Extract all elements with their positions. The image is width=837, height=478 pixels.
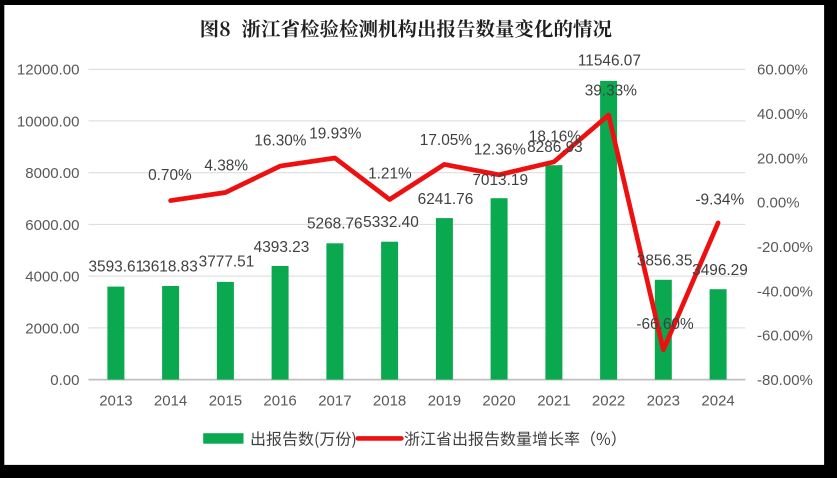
svg-text:4.38%: 4.38% bbox=[204, 158, 248, 175]
svg-text:5268.76: 5268.76 bbox=[307, 215, 363, 232]
svg-text:10000.00: 10000.00 bbox=[17, 113, 80, 130]
svg-text:0.70%: 0.70% bbox=[148, 167, 192, 184]
svg-text:2014: 2014 bbox=[154, 392, 187, 409]
svg-text:20.00%: 20.00% bbox=[757, 150, 808, 167]
svg-text:2017: 2017 bbox=[318, 392, 351, 409]
svg-text:60.00%: 60.00% bbox=[757, 62, 808, 79]
svg-text:8286.93: 8286.93 bbox=[527, 139, 583, 156]
svg-text:1.21%: 1.21% bbox=[368, 166, 412, 183]
svg-text:3777.51: 3777.51 bbox=[199, 253, 255, 270]
svg-text:6241.76: 6241.76 bbox=[418, 191, 474, 208]
svg-text:-80.00%: -80.00% bbox=[757, 372, 813, 389]
svg-text:40.00%: 40.00% bbox=[757, 106, 808, 123]
svg-text:4393.23: 4393.23 bbox=[254, 239, 310, 256]
svg-text:2024: 2024 bbox=[701, 392, 734, 409]
svg-text:6000.00: 6000.00 bbox=[25, 217, 79, 234]
svg-text:4000.00: 4000.00 bbox=[25, 269, 79, 286]
svg-text:7013.19: 7013.19 bbox=[472, 172, 528, 189]
svg-text:17.05%: 17.05% bbox=[420, 132, 473, 149]
svg-text:0.00: 0.00 bbox=[50, 372, 79, 389]
svg-text:-40.00%: -40.00% bbox=[757, 283, 813, 300]
svg-text:2019: 2019 bbox=[428, 392, 461, 409]
svg-text:-9.34%: -9.34% bbox=[695, 192, 744, 209]
svg-text:3593.61: 3593.61 bbox=[88, 258, 144, 275]
svg-text:-66.60%: -66.60% bbox=[636, 316, 694, 333]
svg-text:12.36%: 12.36% bbox=[474, 142, 527, 159]
svg-text:2016: 2016 bbox=[263, 392, 296, 409]
svg-text:2023: 2023 bbox=[647, 392, 680, 409]
svg-text:19.93%: 19.93% bbox=[309, 125, 362, 142]
svg-text:3856.35: 3856.35 bbox=[637, 252, 693, 269]
svg-text:2013: 2013 bbox=[99, 392, 132, 409]
svg-text:16.30%: 16.30% bbox=[254, 133, 307, 150]
svg-text:3496.29: 3496.29 bbox=[692, 262, 748, 279]
svg-text:8000.00: 8000.00 bbox=[25, 165, 79, 182]
svg-text:12000.00: 12000.00 bbox=[17, 62, 80, 79]
svg-text:2015: 2015 bbox=[209, 392, 242, 409]
svg-text:-20.00%: -20.00% bbox=[757, 239, 813, 256]
svg-text:39.33%: 39.33% bbox=[585, 83, 638, 100]
svg-text:2000.00: 2000.00 bbox=[25, 320, 79, 337]
svg-text:11546.07: 11546.07 bbox=[578, 53, 641, 70]
svg-text:2022: 2022 bbox=[592, 392, 625, 409]
svg-text:2020: 2020 bbox=[482, 392, 515, 409]
svg-text:-60.00%: -60.00% bbox=[757, 328, 813, 345]
svg-text:18.16%: 18.16% bbox=[529, 128, 582, 145]
svg-text:5332.40: 5332.40 bbox=[363, 214, 419, 231]
svg-text:2018: 2018 bbox=[373, 392, 406, 409]
svg-text:2021: 2021 bbox=[537, 392, 570, 409]
svg-text:0.00%: 0.00% bbox=[757, 195, 800, 212]
svg-text:3618.83: 3618.83 bbox=[142, 258, 198, 275]
